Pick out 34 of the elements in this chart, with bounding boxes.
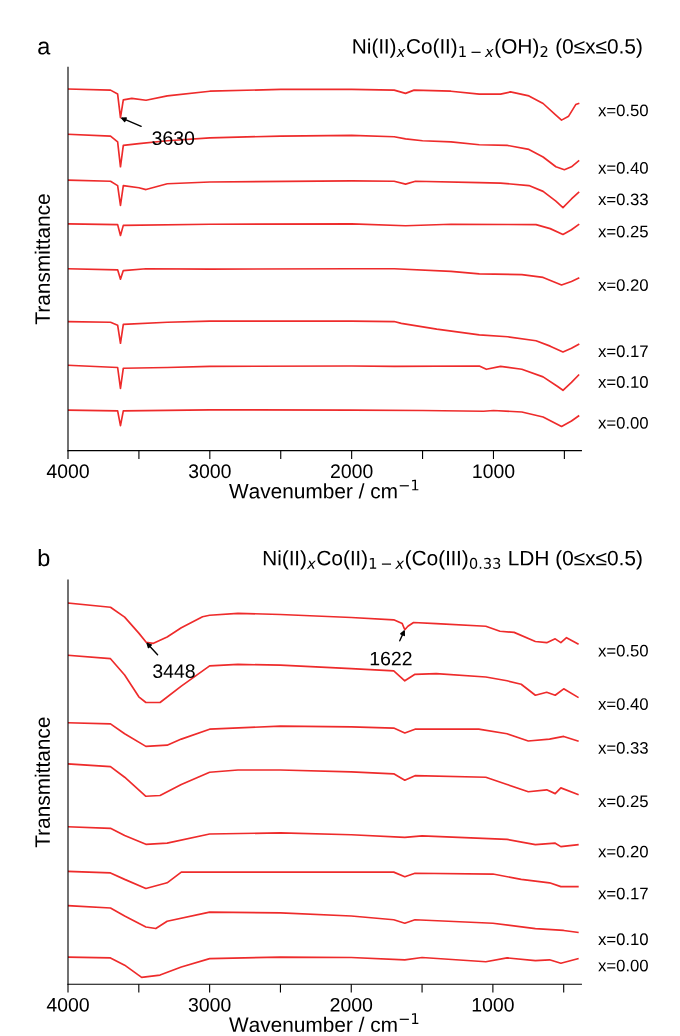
x-tick-label: 3000: [188, 997, 231, 1012]
annotation: 3448: [153, 664, 195, 679]
chart-subtitle: Ni(II)$_{x}$Co(II)$_{1−x}$(Co(III)$_{0.33}$ LDH (0≤x≤0.5): [263, 550, 642, 570]
series-label: x=0.25: [598, 795, 648, 808]
series-label: x=0.40: [598, 698, 648, 710]
series-label: x=0.00: [598, 416, 648, 429]
chart-title: a: [38, 41, 51, 55]
series-label: x=0.17: [598, 887, 648, 900]
series-label: x=0.33: [598, 742, 648, 754]
x-tick-label: 1000: [473, 464, 515, 479]
series-label: x=0.17: [598, 345, 648, 358]
x-tick-label: 4000: [46, 997, 89, 1012]
series-label: x=0.00: [598, 959, 648, 972]
chart-title: b: [38, 548, 50, 567]
x-tick-label: 3000: [188, 464, 231, 479]
series-label: x=0.10: [598, 376, 648, 388]
x-axis-title: Wavenumber / cm$^{−1}$: [229, 1013, 419, 1033]
series-label: x=0.50: [598, 644, 648, 657]
series-label: x=0.20: [598, 845, 648, 858]
series-label: x=0.20: [598, 279, 648, 291]
annotation: 1622: [370, 651, 412, 666]
y-axis-title: Transmittance: [34, 717, 50, 848]
series-label: x=0.33: [598, 193, 648, 206]
series-label: x=0.25: [598, 225, 648, 238]
series-label: x=0.10: [598, 933, 648, 946]
x-axis-title: Wavenumber / cm$^{−1}$: [229, 479, 419, 499]
chart-subtitle: Ni(II)$_{x}$Co(II)$_{1−x}$(OH)$_{2}$ (0≤x≤0.5): [353, 38, 642, 58]
series-label: x=0.40: [598, 162, 648, 174]
y-axis-title: Transmittance: [34, 194, 50, 325]
x-tick-label: 2000: [331, 464, 373, 479]
x-tick-label: 4000: [46, 464, 89, 479]
series-label: x=0.50: [598, 104, 648, 117]
x-tick-label: 1000: [472, 997, 514, 1012]
x-tick-label: 2000: [330, 997, 373, 1012]
